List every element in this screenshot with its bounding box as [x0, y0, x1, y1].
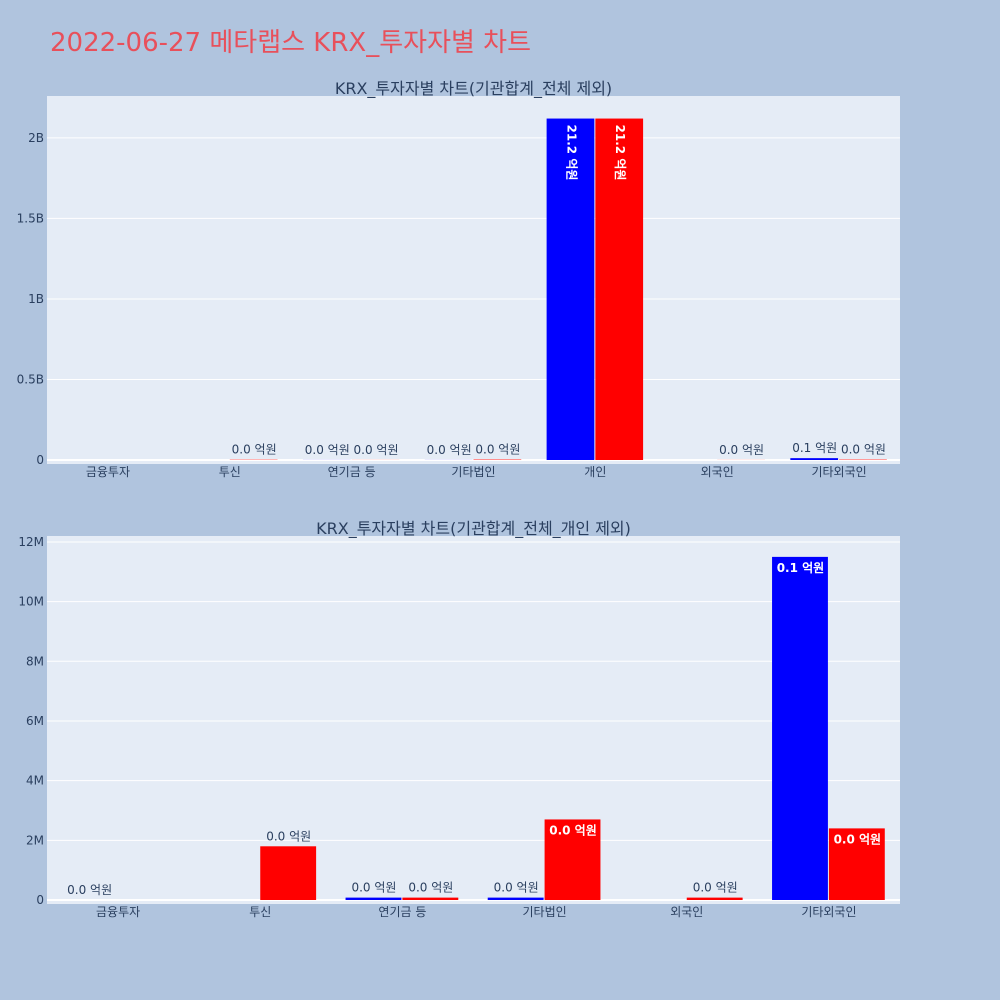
bar-data-label: 0.1 억원: [792, 441, 837, 455]
bar-data-label: 0.0 억원: [67, 883, 112, 897]
y-tick-label: 12M: [18, 535, 44, 549]
x-tick-label: 연기금 등: [328, 465, 376, 479]
y-tick-label: 0: [36, 893, 44, 907]
bar-data-label: 0.0 억원: [494, 881, 539, 895]
bar-data-label: 0.0 억원: [408, 881, 453, 895]
bar-sell: [595, 118, 644, 460]
y-tick-label: 1B: [28, 292, 44, 306]
y-tick-label: 8M: [26, 654, 44, 668]
y-tick-label: 2M: [26, 833, 44, 847]
y-tick-label: 0.5B: [17, 372, 44, 386]
chart-title: KRX_투자자별 차트(기관합계_전체_개인 제외): [316, 519, 631, 539]
bar-buy: [546, 118, 595, 460]
x-tick-label: 기타법인: [522, 905, 566, 919]
bar-sell: [544, 819, 601, 900]
x-tick-label: 기타외국인: [811, 465, 866, 479]
bar-data-label: 0.0 억원: [841, 443, 886, 457]
bar-data-label: 0.0 억원: [719, 443, 764, 457]
bar-data-label: 0.0 억원: [475, 443, 520, 457]
bar-data-label: 0.0 억원: [693, 881, 738, 895]
x-tick-label: 개인: [584, 465, 606, 479]
x-tick-label: 외국인: [670, 905, 703, 919]
x-tick-label: 외국인: [701, 465, 734, 479]
bar-data-label: 21.2 억원: [564, 125, 578, 181]
bar-buy: [487, 897, 544, 900]
bar-data-label: 0.0 억원: [427, 443, 472, 457]
bar-data-label: 0.0 억원: [232, 443, 277, 457]
chart-title: KRX_투자자별 차트(기관합계_전체 제외): [335, 79, 612, 99]
bar-data-label: 0.0 억원: [549, 823, 597, 837]
bar-data-label: 21.2 억원: [613, 125, 627, 181]
y-tick-label: 6M: [26, 714, 44, 728]
x-tick-label: 투신: [219, 465, 241, 479]
chart-top: 0 0.5B 1B 1.5B 2B KRX_투자자별 차트(기관합계_전체 제외) 금융투자…: [17, 79, 900, 479]
bar-data-label: 0.0 억원: [834, 832, 882, 846]
x-tick-label: 기타외국인: [801, 905, 856, 919]
bar-buy: [790, 458, 839, 460]
bar-data-label: 0.0 억원: [266, 829, 311, 843]
bar-sell: [402, 897, 459, 900]
y-tick-label: 10M: [18, 595, 44, 609]
y-tick-label: 0: [36, 453, 44, 467]
x-tick-label: 금융투자: [96, 905, 140, 919]
x-tick-label: 기타법인: [451, 465, 495, 479]
plot-area: [47, 96, 900, 464]
bar-buy: [345, 897, 402, 900]
y-tick-label: 2B: [28, 131, 44, 145]
x-tick-label: 금융투자: [86, 465, 130, 479]
y-tick-label: 4M: [26, 774, 44, 788]
bar-data-label: 0.0 억원: [351, 881, 396, 895]
bar-sell: [686, 897, 743, 900]
plot-area: [47, 536, 900, 904]
bar-data-label: 0.0 억원: [305, 443, 350, 457]
bar-data-label: 0.1 억원: [777, 561, 825, 575]
page-title: 2022-06-27 메타랩스 KRX_투자자별 차트: [50, 28, 532, 58]
bar-sell: [260, 846, 317, 900]
y-tick-label: 1.5B: [17, 211, 44, 225]
x-tick-label: 투신: [249, 905, 271, 919]
bar-sell: [828, 828, 885, 900]
x-tick-label: 연기금 등: [378, 905, 426, 919]
bar-buy: [772, 556, 828, 900]
bar-data-label: 0.0 억원: [354, 443, 399, 457]
